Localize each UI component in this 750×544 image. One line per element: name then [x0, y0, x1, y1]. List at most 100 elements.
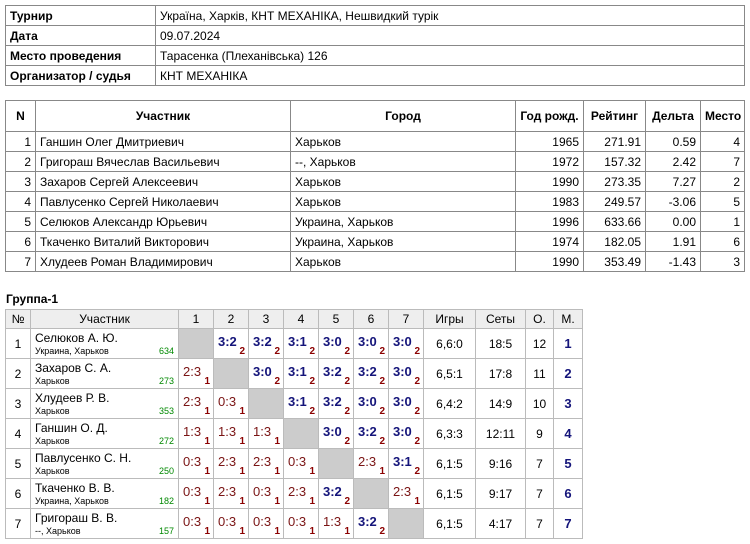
score: 3:0 — [253, 364, 272, 379]
info-value: КНТ МЕХАНІКА — [155, 65, 745, 86]
score: 3:2 — [323, 394, 342, 409]
info-label: Место проведения — [5, 45, 156, 66]
score: 3:2 — [358, 514, 377, 529]
player-cell: Захаров С. А. Харьков 273 — [30, 358, 179, 389]
cell: 1990 — [515, 171, 584, 192]
place: 5 — [553, 448, 583, 479]
header-cell: Рейтинг — [583, 100, 646, 132]
match-points: 1 — [239, 406, 245, 417]
participant-row: 4 Павлусенко Сергей Николаевич Харьков 1983… — [5, 191, 745, 212]
match-points: 2 — [344, 436, 350, 447]
score: 2:3 — [358, 454, 377, 469]
score: 3:2 — [253, 334, 272, 349]
info-row: Дата 09.07.2024 — [5, 25, 745, 46]
self-cell — [283, 418, 319, 449]
player-cell: Селюков А. Ю. Украина, Харьков 634 — [30, 328, 179, 359]
score-cell: 3:0 2 — [353, 328, 389, 359]
player-name: Захаров С. А. — [35, 361, 112, 375]
score-cell: 3:1 2 — [283, 388, 319, 419]
score: 3:2 — [358, 364, 377, 379]
info-label: Организатор / судья — [5, 65, 156, 86]
score-cell: 2:3 1 — [213, 448, 249, 479]
points: 7 — [525, 508, 554, 539]
cell: 0.59 — [645, 131, 701, 152]
self-cell — [353, 478, 389, 509]
header-cell: М. — [553, 309, 583, 329]
row-number: 6 — [5, 478, 31, 509]
score: 0:3 — [183, 514, 202, 529]
score: 2:3 — [218, 484, 237, 499]
sets: 12:11 — [475, 418, 526, 449]
score: 2:3 — [253, 454, 272, 469]
sets: 18:5 — [475, 328, 526, 359]
sets: 14:9 — [475, 388, 526, 419]
score: 3:0 — [323, 334, 342, 349]
header-cell: № — [5, 309, 31, 329]
score-cell: 3:1 2 — [388, 448, 424, 479]
match-points: 2 — [239, 346, 245, 357]
games: 6,1:5 — [423, 508, 476, 539]
cell: 7 — [5, 251, 36, 272]
cell: 1 — [700, 211, 745, 232]
cell: 4 — [5, 191, 36, 212]
cell: 6 — [700, 231, 745, 252]
score: 3:2 — [323, 364, 342, 379]
info-label: Турнир — [5, 5, 156, 26]
player-rating: 634 — [158, 346, 174, 356]
score: 3:0 — [393, 364, 412, 379]
cell: 249.57 — [583, 191, 646, 212]
points: 9 — [525, 418, 554, 449]
header-cell: Участник — [35, 100, 291, 132]
group-row: 1 Селюков А. Ю. Украина, Харьков 634 3:2 2 3:2… — [5, 328, 583, 359]
cell: Харьков — [290, 171, 516, 192]
score-cell: 3:2 2 — [318, 358, 354, 389]
score-cell: 1:3 1 — [248, 418, 284, 449]
cell: 271.91 — [583, 131, 646, 152]
self-cell — [248, 388, 284, 419]
games: 6,1:5 — [423, 448, 476, 479]
match-points: 1 — [309, 466, 315, 477]
cell: Ганшин Олег Дмитриевич — [35, 131, 291, 152]
match-points: 2 — [414, 466, 420, 477]
score-cell: 1:3 1 — [318, 508, 354, 539]
games: 6,5:1 — [423, 358, 476, 389]
header-cell: Год рожд. — [515, 100, 584, 132]
score: 1:3 — [323, 514, 342, 529]
header-cell: N — [5, 100, 36, 132]
score-cell: 2:3 1 — [388, 478, 424, 509]
player-cell: Хлудеев Р. В. Харьков 353 — [30, 388, 179, 419]
self-cell — [213, 358, 249, 389]
group-row: 3 Хлудеев Р. В. Харьков 353 2:3 1 0:3 1 3:1 2 3:2 2… — [5, 388, 583, 419]
match-points: 1 — [204, 406, 210, 417]
score-cell: 0:3 1 — [178, 448, 214, 479]
score: 3:0 — [358, 394, 377, 409]
player-cell: Павлусенко С. Н. Харьков 250 — [30, 448, 179, 479]
cell: -1.43 — [645, 251, 701, 272]
score: 2:3 — [218, 454, 237, 469]
score-cell: 2:3 1 — [178, 388, 214, 419]
cell: -3.06 — [645, 191, 701, 212]
score-cell: 0:3 1 — [248, 508, 284, 539]
score: 1:3 — [253, 424, 272, 439]
match-points: 2 — [379, 406, 385, 417]
score-cell: 3:0 2 — [318, 418, 354, 449]
group-row: 4 Ганшин О. Д. Харьков 272 1:3 1 1:3 1 1:3 1 3:0 2 3… — [5, 418, 583, 449]
points: 10 — [525, 388, 554, 419]
score: 3:0 — [358, 334, 377, 349]
cell: 273.35 — [583, 171, 646, 192]
cell: 353.49 — [583, 251, 646, 272]
info-table: Турнир Україна, Харків, КНТ МЕХАНІКА, Неш… — [5, 5, 745, 86]
match-points: 2 — [344, 376, 350, 387]
score-cell: 3:2 2 — [353, 358, 389, 389]
self-cell — [178, 328, 214, 359]
row-number: 3 — [5, 388, 31, 419]
player-cell: Ганшин О. Д. Харьков 272 — [30, 418, 179, 449]
match-points: 1 — [204, 436, 210, 447]
score-cell: 3:2 2 — [213, 328, 249, 359]
player-rating: 250 — [158, 466, 174, 476]
match-points: 1 — [274, 466, 280, 477]
score: 0:3 — [253, 514, 272, 529]
cell: 1990 — [515, 251, 584, 272]
place: 3 — [553, 388, 583, 419]
cell: Украина, Харьков — [290, 211, 516, 232]
